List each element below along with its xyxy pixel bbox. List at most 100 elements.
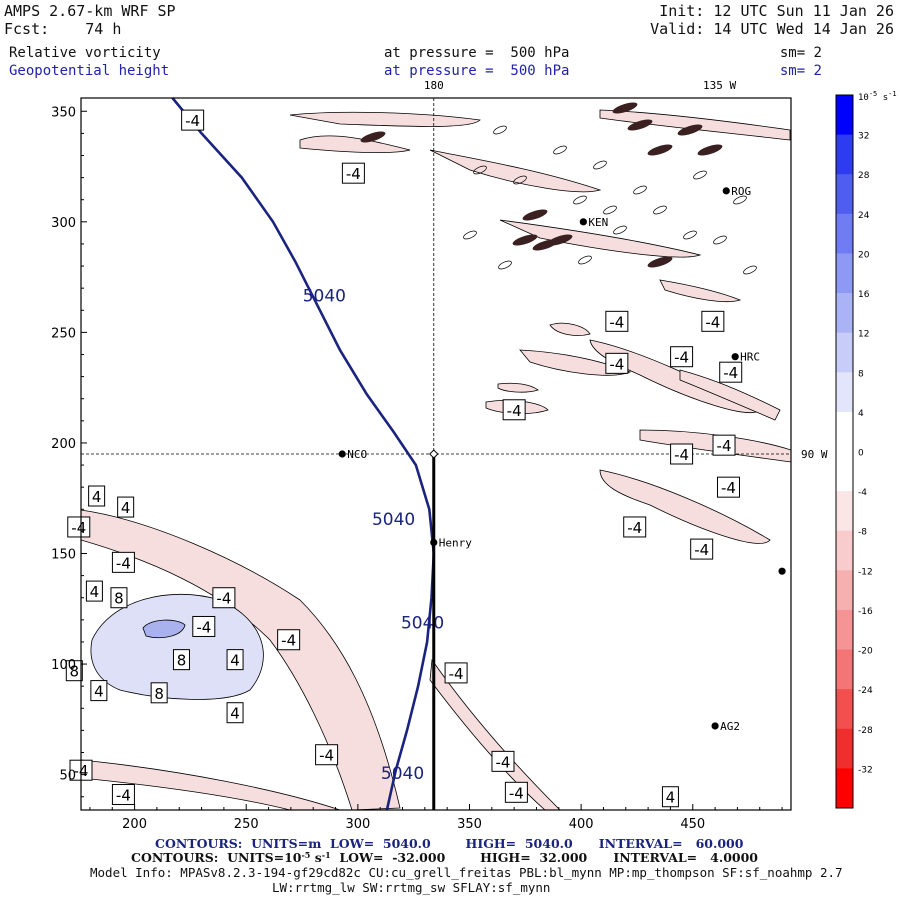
vorticity-label-text: 4: [92, 488, 102, 506]
vorticity-label-text: -4: [627, 519, 642, 537]
neg-band-north6: [659, 279, 742, 303]
vorticity-label-text: -4: [196, 618, 211, 636]
vorticity-label-34: 4: [661, 786, 679, 808]
vorticity-label-14: 4: [117, 496, 135, 518]
noise-contour-12: [603, 205, 617, 215]
vorticity-label-28: -4: [444, 662, 468, 684]
chart-footer: CONTOURS: UNITS=m LOW= 5040.0 HIGH= 5040…: [131, 836, 758, 865]
colorbar-level-10: -8: [858, 528, 867, 538]
station-label-4: HRC: [740, 351, 760, 364]
vorticity-label-16: -4: [111, 551, 135, 573]
noise-contour-6: [473, 165, 487, 175]
field2-level: at pressure = 500 hPa: [384, 63, 569, 79]
neg-band-south: [81, 759, 341, 810]
field1-level: at pressure = 500 hPa: [384, 45, 569, 61]
noise-contour-15: [743, 265, 757, 275]
colorbar-level-8: 0: [858, 449, 864, 459]
vorticity-label-box: [88, 485, 106, 507]
x-tick-label-350: 350: [457, 817, 482, 832]
vorticity-label-box: [110, 587, 128, 609]
vorticity-label-text: -4: [116, 554, 131, 572]
strong-vorticity-center-0: [360, 131, 386, 143]
vorticity-label-text: -4: [705, 313, 720, 331]
noise-contour-3: [693, 170, 707, 180]
x-tick-label-400: 400: [569, 817, 594, 832]
vorticity-label-text: -4: [509, 784, 524, 802]
neg-band-east1: [599, 469, 771, 544]
colorbar-swatch-0: [836, 95, 853, 136]
vorticity-label-box: [67, 516, 91, 538]
vorticity-label-box: [277, 629, 301, 651]
vorticity-label-10: -4: [716, 476, 740, 498]
vorticity-label-18: 8: [110, 587, 128, 609]
header-forecast-hour: Fcst: 74 h: [4, 20, 121, 38]
field1-smoothing: sm= 2: [780, 45, 822, 61]
strong-vorticity-center-4: [522, 209, 548, 221]
colorbar-level-14: -24: [858, 686, 873, 696]
colorbar-unit: 10-5 s-1: [858, 90, 897, 103]
vorticity-label-box: [226, 702, 244, 724]
vorticity-label-15: -4: [67, 516, 91, 538]
header-run-label: AMPS 2.67-km WRF SP: [4, 2, 176, 20]
vorticity-label-6: -4: [719, 361, 743, 383]
vorticity-label-text: 8: [177, 652, 187, 670]
vorticity-label-4: -4: [605, 352, 629, 374]
noise-contour-17: [578, 255, 592, 265]
vorticity-label-text: 4: [94, 683, 104, 701]
field2-smoothing: sm= 2: [780, 63, 822, 79]
neg-band-east6: [497, 382, 539, 393]
vorticity-label-box: [111, 784, 135, 806]
vorticity-label-5: -4: [670, 346, 694, 368]
vorticity-label-11: -4: [623, 516, 647, 538]
colorbar-swatch-1: [836, 134, 853, 175]
colorbar-swatch-16: [836, 728, 853, 769]
vorticity-label-21: -4: [277, 629, 301, 651]
colorbar-level-16: -32: [858, 765, 873, 775]
vorticity-label-24: 8: [65, 660, 83, 682]
vorticity-label-text: -4: [449, 665, 464, 683]
vorticity-label-box: [701, 310, 725, 332]
station-dot-2: [579, 218, 587, 226]
vorticity-label-8: -4: [712, 434, 736, 456]
station-dot-6: [778, 567, 786, 575]
vorticity-label-text: -4: [694, 541, 709, 559]
vorticity-label-text: -4: [281, 632, 296, 650]
noise-contour-10: [493, 125, 507, 135]
noise-contour-16: [498, 260, 512, 270]
vorticity-label-text: 4: [230, 652, 240, 670]
neg-band-north4: [499, 219, 702, 258]
colorbar-level-13: -20: [858, 647, 873, 657]
vorticity-label-text: -4: [216, 590, 231, 608]
colorbar-level-9: -4: [858, 488, 867, 498]
vorticity-label-box: [719, 361, 743, 383]
colorbar-level-3: 20: [858, 250, 870, 260]
vorticity-label-text: -4: [116, 787, 131, 805]
colorbar-level-2: 24: [858, 211, 870, 221]
vorticity-label-text: 4: [90, 583, 100, 601]
vorticity-label-25: 4: [90, 680, 108, 702]
colorbar-level-11: -12: [858, 567, 873, 577]
meridian-label-0: 180: [424, 79, 444, 92]
noise-contour-7: [653, 205, 667, 215]
strong-vorticity-center-3: [647, 144, 673, 156]
strong-vorticity-center-9: [677, 124, 703, 136]
pos-region-west: [90, 593, 264, 700]
strong-vorticity-center-1: [612, 102, 638, 114]
strong-vorticity-center-8: [647, 256, 673, 268]
y-tick-label-100: 100: [51, 658, 76, 673]
neg-band-east7: [679, 369, 781, 421]
vorticity-label-box: [85, 580, 103, 602]
vorticity-label-1: -4: [341, 162, 365, 184]
station-dot-4: [731, 353, 739, 361]
vorticity-label-box: [111, 551, 135, 573]
y-tick-label-300: 300: [51, 216, 76, 231]
vorticity-label-text: -4: [674, 446, 689, 464]
vorticity-label-text: -4: [185, 112, 200, 130]
colorbar-level-0: 32: [858, 132, 869, 142]
colorbar-level-1: 28: [858, 171, 870, 181]
vorticity-label-2: -4: [605, 310, 629, 332]
station-dot-3: [722, 187, 730, 195]
field2-name: Geopotential height: [9, 63, 169, 79]
colorbar-swatch-7: [836, 372, 853, 413]
